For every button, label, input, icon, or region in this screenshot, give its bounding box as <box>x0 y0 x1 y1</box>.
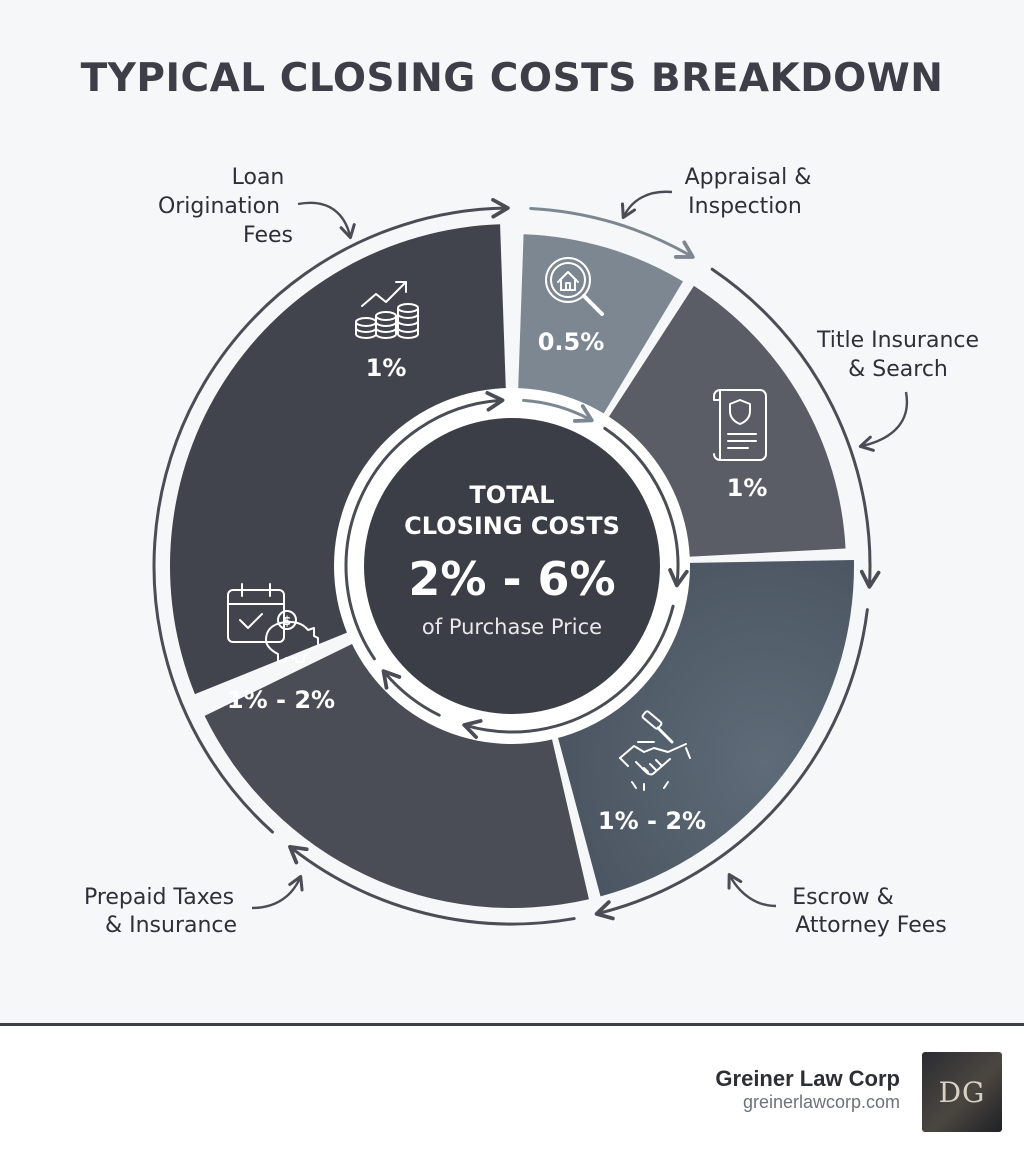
appraisal-value: 0.5% <box>538 328 605 356</box>
segment-escrow <box>556 560 855 897</box>
outer-arrow-arc <box>594 608 869 921</box>
loan-value: 1% <box>366 354 407 382</box>
inner-arrow-arc <box>462 604 675 739</box>
company-name: Greiner Law Corp <box>715 1066 900 1091</box>
coins-growth-icon <box>355 281 419 339</box>
inner-arrow-arc <box>381 669 441 717</box>
title-label-line1: Title Insurance <box>816 328 979 353</box>
svg-text:$: $ <box>283 614 291 628</box>
center-total-value: 2% - 6% <box>408 552 615 606</box>
segment-title <box>605 285 846 557</box>
house-magnifier-icon <box>545 257 604 316</box>
handshake-gavel-icon <box>619 710 691 791</box>
title-label-line2: & Search <box>848 357 948 382</box>
prepaid-value: 1% - 2% <box>227 686 335 714</box>
segment-loan <box>170 224 506 695</box>
inner-cycle-arrows <box>344 391 689 739</box>
calendar-piggybank-icon: $ <box>227 583 319 663</box>
loan-label-line1: Loan <box>232 165 285 190</box>
outer-arrow-arc <box>152 198 510 834</box>
loan-label-line3: Fees <box>243 223 293 248</box>
outer-cycle-arrows <box>152 198 881 926</box>
outer-arrow-arc <box>529 206 695 259</box>
footer <box>0 1026 1024 1154</box>
escrow-callout-arrow <box>727 873 777 908</box>
inner-arrow-arc <box>603 426 689 588</box>
outer-arrow-arc <box>288 844 576 926</box>
appraisal-callout-arrow <box>620 190 673 220</box>
center-disc <box>364 418 660 714</box>
inner-arrow-arc <box>344 391 505 661</box>
loan-label-line2: Origination <box>158 194 280 219</box>
center-line2: CLOSING COSTS <box>404 512 620 540</box>
company-logo: DG <box>922 1052 1002 1132</box>
title-value: 1% <box>727 474 768 502</box>
closing-costs-diagram: TOTAL CLOSING COSTS 2% - 6% of Purchase … <box>84 165 979 938</box>
center-line1: TOTAL <box>469 481 554 509</box>
appraisal-label-line1: Appraisal & <box>685 165 812 190</box>
page-title: TYPICAL CLOSING COSTS BREAKDOWN <box>80 56 944 101</box>
escrow-value: 1% - 2% <box>598 807 706 835</box>
prepaid-label-line2: & Insurance <box>105 913 237 938</box>
segments-group <box>170 224 855 908</box>
escrow-label-line2: Attorney Fees <box>795 913 947 938</box>
company-url[interactable]: greinerlawcorp.com <box>742 1092 900 1112</box>
prepaid-label-line1: Prepaid Taxes <box>84 885 234 910</box>
logo-monogram: DG <box>938 1075 986 1109</box>
center-caption: of Purchase Price <box>422 615 602 639</box>
title-callout-arrow <box>858 391 909 452</box>
prepaid-callout-arrow <box>251 874 304 910</box>
segment-prepaid <box>204 641 589 908</box>
shield-document-icon <box>713 389 767 461</box>
loan-callout-arrow <box>297 201 356 240</box>
footer-divider <box>0 1023 1024 1026</box>
appraisal-label-line2: Inspection <box>688 194 802 219</box>
inner-arrow-arc <box>522 398 594 423</box>
outer-arrow-arc <box>710 267 881 589</box>
escrow-label-line1: Escrow & <box>792 885 894 910</box>
